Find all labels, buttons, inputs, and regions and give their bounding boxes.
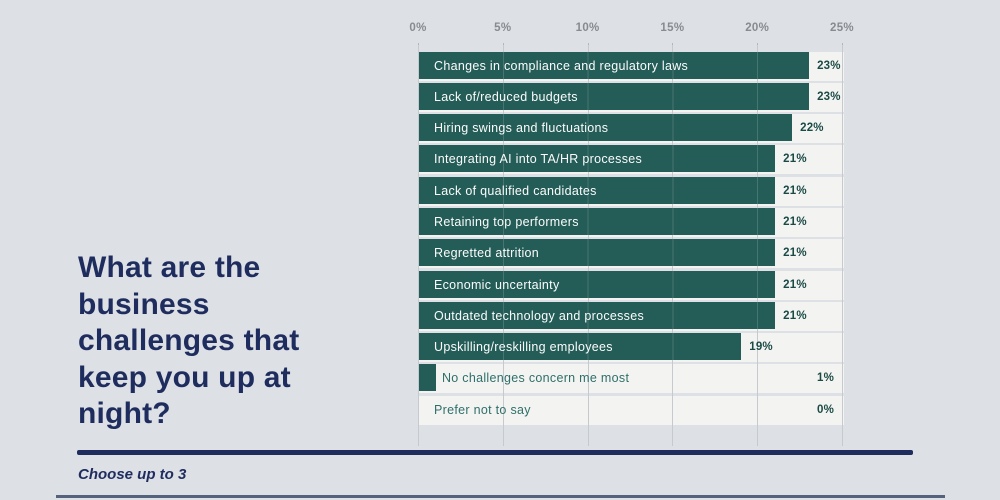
bar-value: 0% (816, 403, 834, 416)
bar (419, 207, 776, 235)
bar-label: Hiring swings and fluctuations (434, 121, 609, 136)
bar-row: Prefer not to say 0% (418, 395, 844, 425)
choose-up-to-note: Choose up to 3 (78, 466, 187, 483)
bar-row: Retaining top performers 21% (418, 207, 844, 237)
bar (419, 114, 793, 142)
axis-tick-label: 25% (830, 22, 854, 34)
bar (419, 270, 776, 298)
bar-value: 23% (817, 59, 841, 72)
bar-value: 21% (783, 309, 807, 322)
bar-label: Lack of/reduced budgets (434, 89, 578, 104)
bar-label: Economic uncertainty (434, 277, 560, 292)
bar-row: Economic uncertainty 21% (418, 270, 844, 300)
divider-line (77, 450, 913, 455)
bar-track (418, 395, 844, 425)
bar-value: 21% (783, 153, 807, 166)
bar-label: Regretted attrition (434, 246, 540, 261)
bar (419, 364, 436, 392)
axis-tick-label: 10% (575, 22, 600, 34)
bar-value: 21% (783, 184, 807, 197)
bar-row: Integrating AI into TA/HR processes 21% (418, 145, 844, 175)
axis-tick-label: 5% (494, 22, 512, 34)
gridline (842, 45, 843, 446)
bar (419, 301, 776, 329)
axis-tick-label: 0% (409, 22, 427, 34)
axis-tick-label: 15% (660, 22, 685, 34)
bottom-section-rule (56, 495, 945, 498)
bar-label: Upskilling/reskilling employees (434, 340, 613, 355)
bar-track (418, 364, 844, 394)
bar-value: 21% (783, 278, 807, 291)
bar-row: Changes in compliance and regulatory law… (418, 51, 844, 81)
bar-value: 22% (800, 122, 824, 135)
bar (419, 333, 742, 361)
bar-value: 1% (816, 372, 834, 385)
gridline (418, 45, 419, 446)
bar-label: Outdated technology and processes (434, 308, 645, 323)
bar-row: No challenges concern me most 1% (418, 364, 844, 394)
bar-label: Prefer not to say (434, 402, 531, 417)
bar-value: 21% (783, 247, 807, 260)
axis-tick-label: 20% (745, 22, 770, 34)
bar-label: Retaining top performers (434, 214, 579, 229)
bar (419, 82, 810, 110)
bar-label: Integrating AI into TA/HR processes (434, 152, 643, 167)
bar-label: Lack of qualified candidates (434, 183, 597, 198)
bar (419, 51, 810, 79)
bar-row: Regretted attrition 21% (418, 239, 844, 269)
bar-label: No challenges concern me most (441, 371, 630, 386)
bar-value: 19% (749, 341, 773, 354)
bar-row: Outdated technology and processes 21% (418, 301, 844, 331)
bar-row: Upskilling/reskilling employees 19% (418, 333, 844, 363)
bar (419, 176, 776, 204)
question-title: What are the business challenges that ke… (78, 251, 300, 430)
bar-value: 23% (817, 90, 841, 103)
bar-rows: Changes in compliance and regulatory law… (418, 51, 844, 428)
bar-row: Hiring swings and fluctuations 22% (418, 114, 844, 144)
bar-value: 21% (783, 215, 807, 228)
bar-row: Lack of/reduced budgets 23% (418, 82, 844, 112)
bar-row: Lack of qualified candidates 21% (418, 176, 844, 206)
bar (419, 239, 776, 267)
horizontal-bar-chart: 0% 5% 10% 15% 20% 25% Changes in compliance a… (409, 22, 854, 450)
bar (419, 145, 776, 173)
bar-label: Changes in compliance and regulatory law… (434, 58, 689, 73)
